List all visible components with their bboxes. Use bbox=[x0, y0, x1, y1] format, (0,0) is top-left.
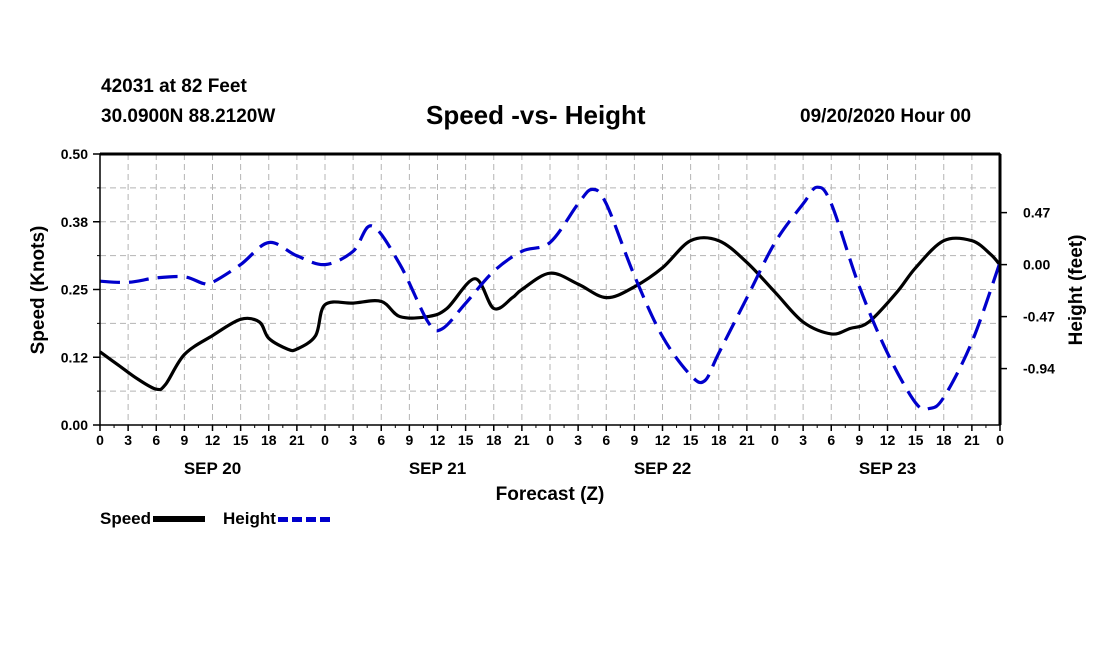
y-axis-title: Speed (Knots) bbox=[28, 226, 49, 355]
axis-layer: 0 3 6 9 12 15 18 21 0 3 6 9 12 15 18 21 0 3 6 9 12 15 18 21 0 3 6 9… bbox=[61, 146, 1055, 478]
x-tick-label: 21 bbox=[514, 432, 530, 448]
x-tick-label: 15 bbox=[683, 432, 699, 448]
x-tick-label: 21 bbox=[739, 432, 755, 448]
x-tick-label: 0 bbox=[771, 432, 779, 448]
height-series-line bbox=[99, 185, 1002, 412]
day-label: SEP 21 bbox=[409, 459, 466, 478]
y2-tick-label: -0.47 bbox=[1023, 309, 1055, 325]
chart-title: Speed -vs- Height bbox=[426, 100, 646, 130]
x-tick-label: 12 bbox=[205, 432, 221, 448]
x-tick-label: 0 bbox=[96, 432, 104, 448]
x-tick-label: 18 bbox=[711, 432, 727, 448]
coordinates-label: 30.0900N 88.2120W bbox=[101, 106, 276, 127]
x-tick-label: 18 bbox=[486, 432, 502, 448]
y2-tick-label: -0.94 bbox=[1023, 361, 1055, 377]
speed-series-line bbox=[99, 236, 1002, 392]
x-tick-label: 9 bbox=[630, 432, 638, 448]
legend: Speed Height bbox=[100, 509, 348, 529]
x-tick-label: 21 bbox=[964, 432, 980, 448]
day-label: SEP 20 bbox=[184, 459, 241, 478]
x-tick-label: 3 bbox=[124, 432, 132, 448]
series-layer bbox=[99, 185, 1002, 412]
x-tick-label: 18 bbox=[261, 432, 277, 448]
x-tick-label: 9 bbox=[180, 432, 188, 448]
y-tick-label: 0.50 bbox=[61, 146, 88, 162]
y-tick-label: 0.00 bbox=[61, 417, 88, 433]
y2-tick-label: 0.00 bbox=[1023, 257, 1050, 273]
x-tick-label: 15 bbox=[458, 432, 474, 448]
grid-layer bbox=[100, 154, 1000, 425]
y2-tick-label: 0.47 bbox=[1023, 205, 1050, 221]
legend-height: Height bbox=[223, 509, 330, 529]
x-tick-label: 0 bbox=[321, 432, 329, 448]
x-tick-label: 0 bbox=[546, 432, 554, 448]
x-tick-label: 18 bbox=[936, 432, 952, 448]
x-tick-label: 3 bbox=[349, 432, 357, 448]
legend-speed: Speed bbox=[100, 509, 206, 529]
x-tick-label: 0 bbox=[996, 432, 1004, 448]
x-tick-label: 9 bbox=[855, 432, 863, 448]
legend-height-swatch bbox=[277, 516, 330, 522]
legend-speed-label: Speed bbox=[100, 509, 152, 528]
x-tick-label: 15 bbox=[233, 432, 249, 448]
station-label: 42031 at 82 Feet bbox=[101, 76, 247, 97]
x-tick-label: 12 bbox=[880, 432, 896, 448]
x-tick-label: 6 bbox=[152, 432, 160, 448]
y-tick-label: 0.12 bbox=[61, 349, 88, 365]
y-tick-label: 0.25 bbox=[61, 282, 88, 298]
legend-height-label: Height bbox=[223, 509, 276, 528]
x-tick-label: 3 bbox=[574, 432, 582, 448]
x-tick-label: 6 bbox=[827, 432, 835, 448]
day-label: SEP 23 bbox=[859, 459, 916, 478]
x-tick-label: 15 bbox=[908, 432, 924, 448]
y2-axis-title: Height (feet) bbox=[1066, 235, 1087, 346]
x-tick-label: 6 bbox=[602, 432, 610, 448]
x-tick-label: 21 bbox=[289, 432, 305, 448]
x-tick-label: 12 bbox=[655, 432, 671, 448]
legend-speed-swatch bbox=[153, 516, 206, 522]
day-label: SEP 22 bbox=[634, 459, 691, 478]
x-axis-title: Forecast (Z) bbox=[496, 484, 605, 505]
x-tick-label: 3 bbox=[799, 432, 807, 448]
x-tick-label: 9 bbox=[405, 432, 413, 448]
x-tick-label: 12 bbox=[430, 432, 446, 448]
x-tick-label: 6 bbox=[377, 432, 385, 448]
date-label: 09/20/2020 Hour 00 bbox=[800, 106, 972, 127]
y-tick-label: 0.38 bbox=[61, 214, 88, 230]
